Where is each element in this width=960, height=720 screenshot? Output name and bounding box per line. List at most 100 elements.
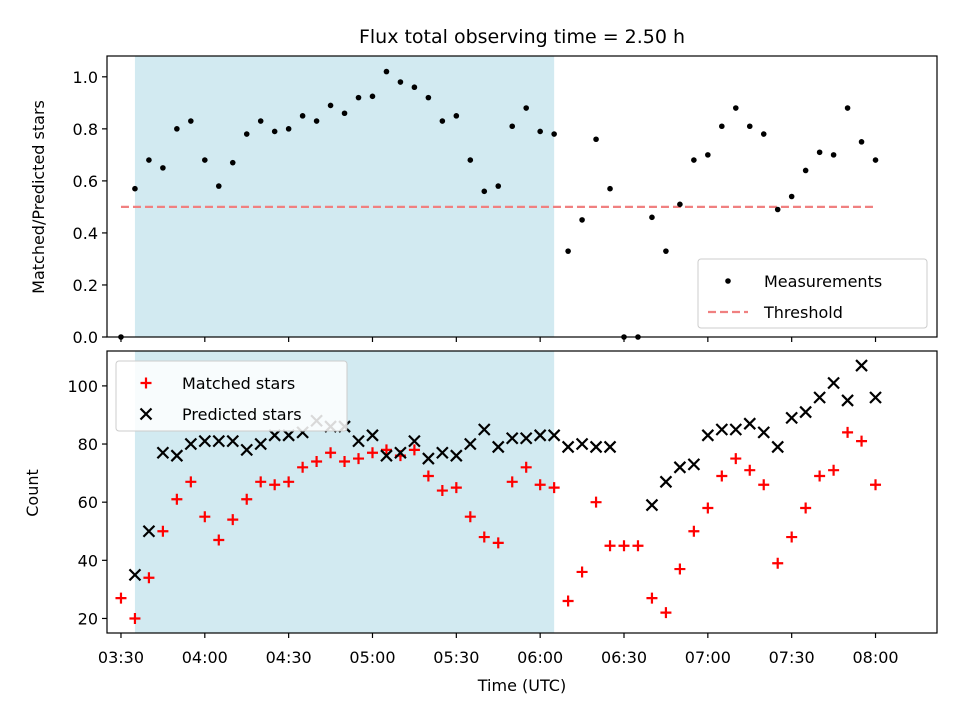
y-tick-label: 0.0 <box>73 328 98 347</box>
ratio-y-axis-label: Matched/Predicted stars <box>29 100 48 294</box>
legend-label: Matched stars <box>182 374 295 393</box>
data-point <box>746 123 753 130</box>
x-tick-label: 07:30 <box>769 648 815 667</box>
data-point <box>687 458 701 471</box>
data-point <box>519 431 533 445</box>
data-point <box>198 434 212 448</box>
data-point <box>453 113 460 119</box>
data-point <box>369 93 376 100</box>
data-point <box>311 455 323 467</box>
data-point <box>202 157 208 163</box>
data-point <box>492 537 504 549</box>
data-point <box>719 123 725 130</box>
legend-label: Predicted stars <box>182 405 302 424</box>
data-point <box>575 437 589 451</box>
data-point <box>297 461 309 473</box>
data-point <box>827 376 840 390</box>
data-point <box>579 217 585 223</box>
legend-label: Measurements <box>764 272 882 291</box>
data-point <box>659 475 673 489</box>
data-point <box>215 183 222 189</box>
data-point <box>240 443 254 457</box>
data-point <box>855 359 868 372</box>
data-point <box>561 440 575 454</box>
time-x-axis-label: Time (UTC) <box>477 676 566 695</box>
legend-marker-swatch <box>139 407 153 421</box>
data-point <box>366 429 379 442</box>
data-point <box>436 485 448 497</box>
plot-frame <box>106 55 938 338</box>
data-point <box>325 447 337 459</box>
data-point <box>450 482 462 494</box>
data-point <box>199 511 211 523</box>
chart-title: Flux total observing time = 2.50 h <box>359 26 685 48</box>
data-point <box>673 461 687 474</box>
data-point <box>589 440 603 454</box>
data-point <box>425 94 432 101</box>
data-point <box>366 447 378 459</box>
data-point <box>254 437 267 451</box>
data-point <box>268 429 281 442</box>
data-point <box>505 431 519 445</box>
legend-label: Threshold <box>763 303 843 322</box>
data-point <box>241 493 253 505</box>
data-point <box>800 502 812 514</box>
data-point <box>495 183 502 189</box>
data-point <box>353 453 365 465</box>
data-point <box>509 123 516 130</box>
data-point <box>339 455 351 467</box>
data-point <box>677 201 683 208</box>
data-point <box>227 514 239 526</box>
data-point <box>185 476 197 488</box>
data-point <box>491 440 505 454</box>
data-point <box>467 157 474 163</box>
data-point <box>243 131 250 137</box>
data-point <box>157 525 169 537</box>
data-point <box>802 167 809 174</box>
ratio-legend: Measurements Threshold <box>697 258 928 329</box>
data-point <box>188 118 194 124</box>
data-point <box>844 105 851 111</box>
data-point <box>283 476 295 488</box>
y-tick-label: 0.2 <box>73 276 98 295</box>
data-point <box>213 534 225 546</box>
data-point <box>269 479 281 491</box>
shaded-observing-window <box>134 56 555 337</box>
data-point <box>171 493 183 505</box>
data-point <box>212 434 226 448</box>
legend-box <box>697 258 928 329</box>
data-point <box>143 572 155 584</box>
x-tick-label: 06:00 <box>517 648 563 667</box>
data-point <box>184 437 198 451</box>
data-point <box>271 128 278 135</box>
data-point <box>830 152 837 158</box>
data-point <box>716 470 728 482</box>
data-point <box>660 607 672 619</box>
data-point <box>464 437 477 451</box>
plot-frame <box>106 350 938 634</box>
data-point <box>814 470 826 482</box>
y-tick-label: 0.6 <box>73 172 98 191</box>
data-point <box>743 417 757 430</box>
data-point <box>355 94 362 101</box>
data-point <box>705 152 711 158</box>
data-point <box>257 118 264 124</box>
data-point <box>478 531 490 543</box>
data-point <box>562 595 574 607</box>
x-tick-label: 08:00 <box>852 648 898 667</box>
data-point <box>842 426 854 438</box>
x-tick-label: 04:30 <box>266 648 312 667</box>
x-tick-label: 05:30 <box>433 648 479 667</box>
data-point <box>534 479 546 491</box>
y-tick-label: 0.4 <box>73 224 98 243</box>
data-point <box>771 440 784 454</box>
data-point <box>604 540 616 552</box>
data-point <box>565 248 571 254</box>
data-point <box>255 476 267 488</box>
data-point <box>576 566 588 578</box>
ratio-plot-area: 0.0 0.2 0.4 0.6 0.8 1.0 <box>73 55 938 347</box>
data-point <box>744 464 756 476</box>
data-point <box>688 525 700 537</box>
data-point <box>645 498 659 512</box>
data-point <box>785 411 798 425</box>
